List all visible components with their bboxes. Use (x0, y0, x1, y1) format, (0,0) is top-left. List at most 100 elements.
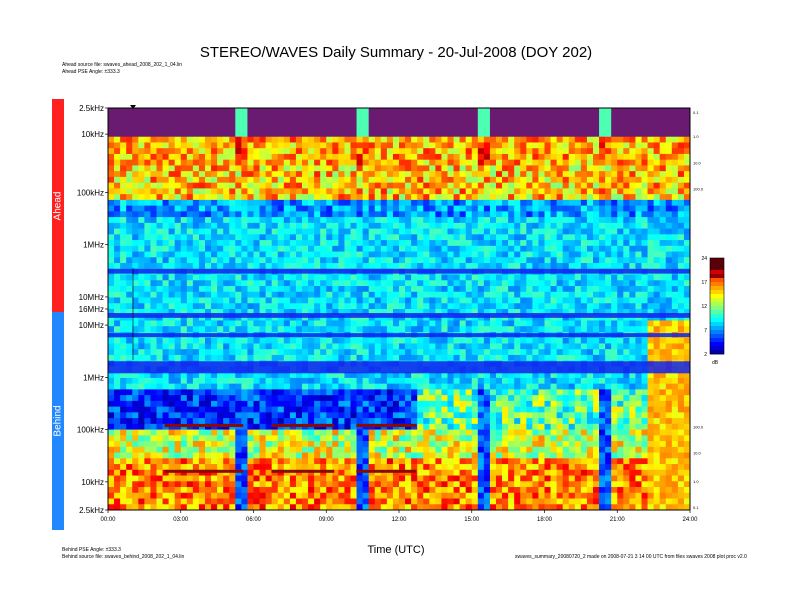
spectrogram-cell (580, 280, 588, 287)
spectrogram-cell (126, 205, 133, 212)
spectrogram-cell (198, 165, 206, 172)
spectrogram-cell (635, 125, 642, 132)
spectrogram-cell (435, 297, 442, 304)
spectrogram-cell (271, 337, 279, 344)
spectrogram-cell (150, 320, 157, 327)
spectrogram-cell (520, 159, 527, 166)
spectrogram-cell (405, 337, 412, 344)
spectrogram-cell (435, 171, 442, 178)
spectrogram-cell (174, 372, 182, 379)
spectrogram-cell (198, 303, 206, 310)
spectrogram-cell (586, 263, 594, 270)
spectrogram-cell (150, 251, 157, 258)
spectrogram-cell (211, 400, 218, 407)
spectrogram-cell (120, 113, 127, 120)
spectrogram-cell (138, 286, 145, 293)
spectrogram-cell (314, 130, 321, 138)
spectrogram-cell (217, 188, 224, 195)
spectrogram-cell (144, 199, 151, 206)
spectrogram-cell (405, 119, 412, 126)
spectrogram-cell (186, 257, 194, 264)
spectrogram-cell (192, 337, 200, 344)
spectrogram-cell (423, 377, 430, 384)
spectrogram-cell (368, 194, 376, 201)
spectrogram-cell (271, 159, 279, 166)
spectrogram-cell (356, 297, 363, 304)
spectrogram-cell (144, 188, 151, 195)
spectrogram-cell (653, 326, 660, 333)
spectrogram-cell (120, 211, 127, 218)
spectrogram-cell (253, 153, 260, 160)
spectrogram-cell (647, 176, 654, 183)
spectrogram-cell (350, 125, 357, 132)
spectrogram-cell (192, 228, 200, 235)
spectrogram-cell (599, 286, 606, 293)
spectrogram-cell (465, 176, 473, 183)
spectrogram-cell (253, 108, 260, 115)
spectrogram-cell (671, 389, 679, 396)
spectrogram-cell (629, 286, 636, 293)
spectrogram-cell (411, 148, 418, 155)
spectrogram-cell (241, 257, 248, 264)
spectrogram-cell (520, 119, 527, 126)
spectrogram-cell (108, 130, 115, 138)
spectrogram-cell (683, 113, 691, 120)
spectrogram-cell (593, 171, 600, 178)
spectrogram-cell (483, 217, 491, 224)
spectrogram-cell (132, 274, 139, 281)
spectrogram-cell (271, 171, 279, 178)
spectrogram-cell (574, 228, 582, 235)
spectrogram-cell (283, 389, 291, 396)
spectrogram-cell (405, 389, 412, 396)
spectrogram-cell (453, 337, 460, 344)
spectrogram-cell (471, 234, 479, 241)
spectrogram-cell (192, 136, 200, 143)
spectrogram-cell (683, 234, 691, 241)
spectrogram-cell (641, 125, 648, 132)
spectrogram-cell (144, 182, 151, 189)
spectrogram-cell (665, 291, 673, 298)
spectrogram-cell (459, 136, 466, 143)
spectrogram-cell (677, 372, 685, 379)
spectrogram-cell (629, 377, 636, 384)
spectrogram-cell (568, 377, 576, 384)
spectrogram-cell (417, 326, 424, 333)
spectrogram-cell (520, 343, 527, 350)
spectrogram-cell (441, 194, 448, 201)
spectrogram-cell (544, 395, 551, 402)
spectrogram-cell (108, 142, 115, 149)
spectrogram-cell (241, 234, 248, 241)
spectrogram-cell (453, 130, 460, 138)
spectrogram-cell (114, 222, 121, 229)
spectrogram-cell (520, 182, 527, 189)
spectrogram-cell (623, 205, 630, 212)
spectrogram-cell (332, 320, 339, 327)
spectrogram-cell (241, 171, 248, 178)
spectrogram-cell (229, 136, 236, 143)
spectrogram-cell (283, 176, 291, 183)
spectrogram-cell (392, 194, 400, 201)
spectrogram-cell (174, 153, 182, 160)
spectrogram-cell (459, 291, 466, 298)
spectrogram-cell (138, 326, 145, 333)
spectrogram-cell (562, 125, 570, 132)
spectrogram-cell (283, 222, 291, 229)
spectrogram-cell (489, 159, 497, 166)
spectrogram-cell (459, 182, 466, 189)
spectrogram-cell (532, 263, 539, 270)
spectrogram-cell (350, 211, 357, 218)
spectrogram-cell (180, 263, 188, 270)
spectrogram-cell (320, 400, 327, 407)
spectrogram-cell (496, 286, 503, 293)
spectrogram-cell (550, 354, 557, 361)
spectrogram-cell (453, 343, 460, 350)
spectrogram-cell (538, 211, 545, 218)
spectrogram-cell (229, 389, 236, 396)
spectrogram-cell (326, 320, 333, 327)
spectrogram-cell (259, 286, 266, 293)
spectrogram-cell (114, 176, 121, 183)
spectrogram-cell (471, 343, 479, 350)
spectrogram-cell (641, 240, 648, 247)
spectrogram-cell (599, 395, 606, 402)
spectrogram-cell (599, 372, 606, 379)
